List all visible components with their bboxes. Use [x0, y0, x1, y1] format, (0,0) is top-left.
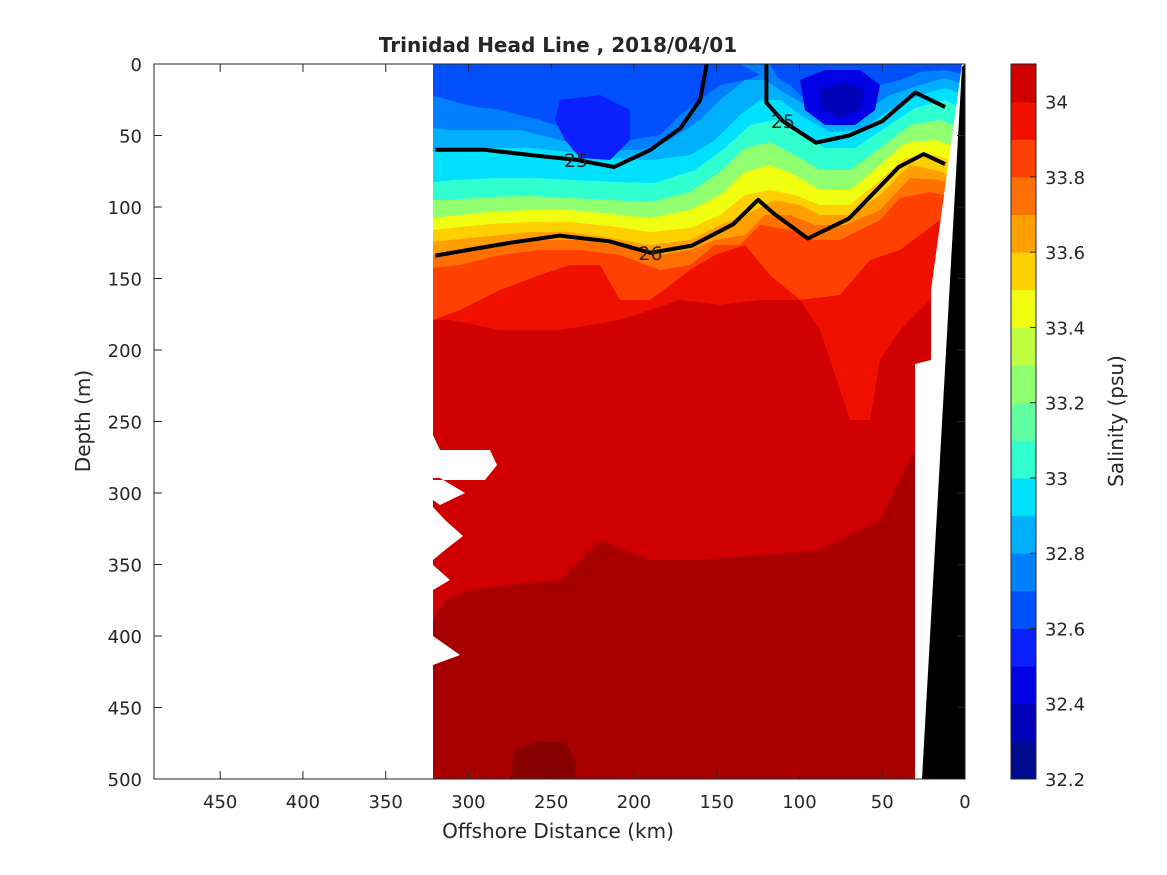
colorbar-tick-label: 32.6: [1045, 619, 1085, 640]
y-axis-label: Depth (m): [71, 370, 95, 472]
colorbar-frame: [1010, 63, 1037, 780]
colorbar-swatch: [1011, 440, 1036, 479]
colorbar-tick-label: 32.4: [1045, 695, 1085, 716]
y-tick-label: 150: [108, 270, 142, 291]
density-contour-25: [764, 64, 946, 145]
colorbar: 32.2 32.4 32.6 32.8 33 33.2 33.4 33.6 33.8 34: [1010, 63, 1085, 791]
colorbar-swatch: [1011, 101, 1036, 140]
colorbar-swatch: [1011, 515, 1036, 554]
density-contour-26: [435, 152, 946, 258]
colorbar-swatch: [1011, 477, 1036, 517]
density-contour-label: 25: [771, 111, 795, 133]
y-tick-label: 50: [119, 127, 142, 148]
y-tick-label: 200: [108, 341, 142, 362]
x-tick-label: 50: [871, 792, 894, 813]
density-contour-25: [435, 64, 709, 169]
density-contour-label: 25: [564, 150, 588, 172]
density-contour-labels: 25 25 26: [564, 111, 795, 265]
y-tick-label: 350: [108, 556, 142, 577]
x-axis: 450 400 350 300 250 200 150 100 50 0: [203, 64, 971, 813]
colorbar-swatch: [1011, 289, 1036, 328]
x-tick-label: 250: [534, 792, 568, 813]
colorbar-swatch: [1011, 365, 1036, 404]
y-tick-label: 500: [108, 770, 142, 791]
colorbar-swatch: [1011, 402, 1036, 441]
x-tick-label: 350: [369, 792, 403, 813]
colorbar-swatch: [1011, 327, 1036, 366]
density-contours: [435, 64, 946, 258]
colorbar-tick-label: 33.6: [1045, 243, 1085, 264]
colorbar-tick-label: 33.4: [1045, 318, 1085, 339]
colorbar-tick-label: 33.8: [1045, 168, 1085, 189]
colorbar-tick-label: 32.2: [1045, 770, 1085, 791]
y-tick-label: 450: [108, 699, 142, 720]
y-tick-label: 100: [108, 198, 142, 219]
colorbar-tick-label: 32.8: [1045, 544, 1085, 565]
colorbar-tick-label: 33.2: [1045, 394, 1085, 415]
chart-title: Trinidad Head Line , 2018/04/01: [379, 33, 737, 57]
density-contour-label: 26: [638, 243, 662, 265]
salinity-field: [154, 64, 965, 779]
y-axis: 0 50 100 150 200 250 300 350 400 450 500: [108, 55, 965, 791]
land-mask: [154, 64, 497, 779]
colorbar-swatch: [1011, 252, 1036, 291]
colorbar-swatch: [1011, 214, 1036, 253]
field-layer-core-right-inner: [820, 82, 865, 118]
colorbar-swatch: [1011, 628, 1036, 667]
seafloor-topography: [922, 64, 965, 779]
colorbar-swatch: [1011, 590, 1036, 629]
field-layer-deepest: [433, 430, 935, 779]
colorbar-tick-label: 34: [1045, 93, 1068, 114]
colorbar-swatch: [1011, 666, 1036, 705]
x-tick-label: 0: [959, 792, 970, 813]
x-axis-label: Offshore Distance (km): [442, 819, 674, 843]
x-tick-label: 300: [451, 792, 485, 813]
field-layer-bottom-core: [510, 742, 575, 779]
x-tick-label: 150: [700, 792, 734, 813]
colorbar-swatch: [1011, 139, 1036, 178]
y-tick-label: 0: [131, 55, 142, 76]
colorbar-tick-label: 33: [1045, 469, 1068, 490]
x-tick-label: 400: [286, 792, 320, 813]
y-tick-label: 300: [108, 484, 142, 505]
y-tick-label: 400: [108, 627, 142, 648]
colorbar-swatch: [1011, 741, 1036, 780]
colorbar-swatch: [1011, 553, 1036, 592]
colorbar-label: Salinity (psu): [1104, 355, 1128, 487]
colorbar-swatch: [1011, 176, 1036, 216]
field-layer-core-left: [555, 95, 630, 160]
y-tick-label: 250: [108, 413, 142, 434]
x-tick-label: 100: [782, 792, 816, 813]
colorbar-swatch: [1011, 703, 1036, 742]
x-tick-label: 200: [617, 792, 651, 813]
colorbar-swatch: [1011, 64, 1036, 103]
x-tick-label: 450: [203, 792, 237, 813]
